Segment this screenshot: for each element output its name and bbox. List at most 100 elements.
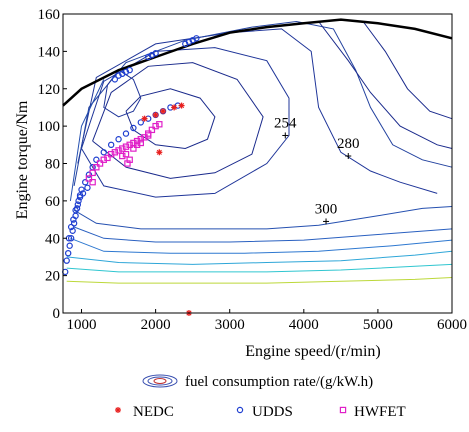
y-axis-title: Engine torque/Nm [14,100,31,219]
y-tick-label: 40 [45,231,60,247]
udds-point [70,216,77,223]
x-axis-title: Engine speed/(r/min) [245,343,381,360]
hwfet-point [96,160,104,167]
contour-line [77,28,438,194]
hwfet-point [137,139,144,147]
legend-udds-label: UDDS [252,404,293,420]
max-torque-line [62,18,453,107]
contour-line [66,250,453,265]
hwfet-point [122,143,130,150]
y-tick-label: 160 [38,7,61,23]
data-series [62,35,200,316]
contour-line [103,69,142,118]
contour-line [92,62,264,179]
contour-line [73,226,453,243]
legend-contour-swatch [142,374,178,388]
max-torque-curve [62,18,453,107]
hwfet-point [119,145,126,152]
contour-line [73,206,453,230]
udds-point [63,257,70,264]
udds-legend-symbol [236,406,244,414]
x-tick-label: 1000 [67,317,97,333]
nedc-point [152,111,159,118]
contour-line [125,88,216,150]
hwfet-point [145,132,152,139]
udds-point [78,186,85,193]
hwfet-point [137,136,144,143]
legend-udds-marker [236,406,244,414]
y-tick-label: 140 [38,44,61,60]
nedc-point [160,108,167,115]
contour-line [70,237,453,254]
udds-point [75,197,82,205]
contour-line [362,21,453,120]
legend-nedc-marker [115,407,121,413]
hwfet-point [133,141,141,149]
contour-line [66,277,453,284]
udds-point [67,223,75,231]
nedc-legend-symbol [115,407,121,413]
axes: 1000 2000 3000 4000 5000 6000 0 20 40 60 80 100 120… [14,7,467,360]
hwfet-point [115,147,122,154]
x-tick-label: 2000 [141,317,171,333]
y-tick-label: 20 [45,269,60,285]
contour-label: 300 [315,201,338,217]
nedc-point [171,104,178,111]
udds-point [152,50,159,57]
udds-point [107,141,115,149]
hwfet-point [89,169,96,177]
y-axis-ticks: 0 20 40 60 80 100 120 140 160 [38,7,67,322]
contour-label: 280 [337,136,360,152]
hwfet-point [85,175,93,182]
y-tick-label: 120 [38,82,61,98]
udds-point [84,184,91,191]
udds-point [79,190,87,197]
x-tick-label: 4000 [289,317,319,333]
contour-line [318,21,453,149]
udds-point [64,249,72,257]
nedc-point [141,115,148,122]
hwfet-point [124,160,131,167]
hwfet-point [93,164,100,171]
hwfet-point [100,156,107,163]
hwfet-point [122,150,130,158]
hwfet-point [152,122,159,130]
udds-point [126,66,133,74]
contour-label: 254 [274,115,297,131]
udds-point [66,242,73,249]
udds-point [85,171,93,178]
udds-point [137,119,144,126]
udds-point [69,227,76,234]
legend: fuel consumption rate/(g/kW.h) NEDC UDDS… [115,374,406,420]
y-tick-label: 0 [53,306,61,322]
hwfet-point [148,126,156,134]
contour-line [81,47,290,198]
hwfet-point [107,150,115,158]
hwfet-point [119,152,126,160]
contour-line [66,263,453,273]
nedc-point [156,149,163,156]
contour-line [69,79,105,201]
hwfet-point [104,154,111,162]
udds-point [111,76,119,83]
x-tick-label: 6000 [437,317,467,333]
udds-point [193,35,200,42]
y-tick-label: 100 [38,119,61,135]
udds-point [72,207,79,214]
udds-point [130,124,137,132]
x-tick-label: 3000 [215,317,245,333]
nedc-point [178,102,185,109]
legend-hwfet-label: HWFET [354,404,406,420]
udds-point [74,201,82,208]
udds-point [82,178,89,186]
x-axis-ticks: 1000 2000 3000 4000 5000 6000 [67,309,467,333]
hwfet-point [133,137,141,145]
hwfet-legend-symbol [339,406,347,414]
udds-point [122,130,130,137]
udds-point [93,156,100,163]
udds-point [115,136,122,143]
contour-labels: 254 280 300 [274,115,360,225]
hwfet-point [89,178,96,186]
hwfet-point [141,134,148,141]
